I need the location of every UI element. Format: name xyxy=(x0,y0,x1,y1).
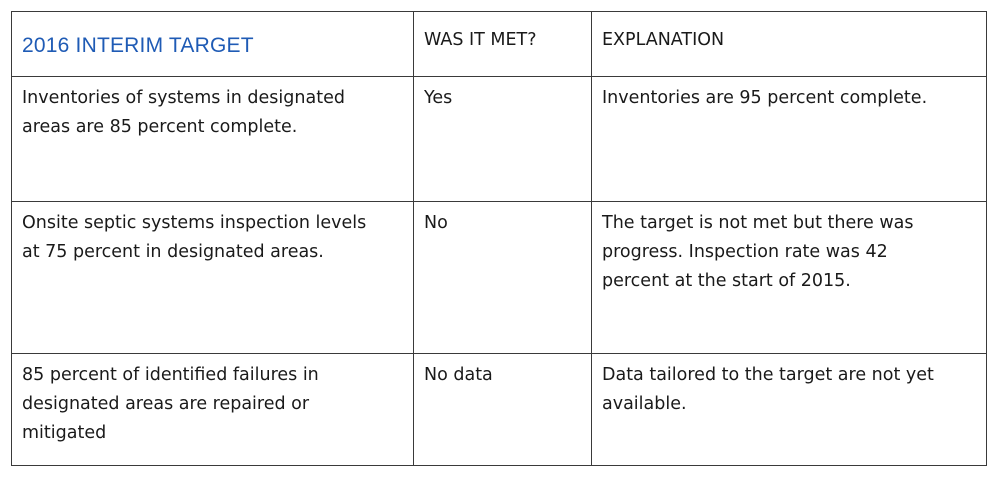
explanation-text-line: The target is not met but there was xyxy=(602,213,914,233)
target-text-line: designated areas are repaired or xyxy=(22,394,310,414)
explanation-text-line: progress. Inspection rate was 42 xyxy=(602,242,888,262)
table-header-row: 2016 INTERIM TARGET WAS IT MET? EXPLANAT… xyxy=(11,11,987,77)
target-text-line: mitigated xyxy=(22,423,107,443)
explanation-text-line: percent at the start of 2015. xyxy=(602,271,851,291)
table-row: Onsite septic systems inspection levels … xyxy=(11,201,987,354)
target-cell: Onsite septic systems inspection levels … xyxy=(11,201,414,354)
header-cell-explanation: EXPLANATION xyxy=(591,11,987,77)
target-text-line: Onsite septic systems inspection levels xyxy=(22,213,367,233)
header-cell-target: 2016 INTERIM TARGET xyxy=(11,11,414,77)
met-cell: No xyxy=(413,201,592,354)
met-cell: Yes xyxy=(413,76,592,202)
explanation-cell: The target is not met but there was prog… xyxy=(591,201,987,354)
explanation-text-line: Data tailored to the target are not yet xyxy=(602,365,934,385)
met-value: No data xyxy=(424,365,493,385)
table-row: 85 percent of identified failures in des… xyxy=(11,353,987,466)
explanation-text-line: Inventories are 95 percent complete. xyxy=(602,88,928,108)
interim-targets-table: 2016 INTERIM TARGET WAS IT MET? EXPLANAT… xyxy=(11,11,987,466)
target-text-line: at 75 percent in designated areas. xyxy=(22,242,324,262)
target-cell: Inventories of systems in designated are… xyxy=(11,76,414,202)
target-text-line: 85 percent of identified failures in xyxy=(22,365,319,385)
header-explanation-label: EXPLANATION xyxy=(602,30,725,50)
target-text-line: areas are 85 percent complete. xyxy=(22,117,298,137)
target-cell: 85 percent of identified failures in des… xyxy=(11,353,414,466)
target-text-line: Inventories of systems in designated xyxy=(22,88,345,108)
met-value: Yes xyxy=(424,88,453,108)
header-target-label: 2016 INTERIM TARGET xyxy=(22,34,254,57)
explanation-cell: Data tailored to the target are not yet … xyxy=(591,353,987,466)
table-row: Inventories of systems in designated are… xyxy=(11,76,987,202)
met-value: No xyxy=(424,213,448,233)
explanation-text-line: available. xyxy=(602,394,687,414)
header-cell-met: WAS IT MET? xyxy=(413,11,592,77)
met-cell: No data xyxy=(413,353,592,466)
header-met-label: WAS IT MET? xyxy=(424,30,537,50)
explanation-cell: Inventories are 95 percent complete. xyxy=(591,76,987,202)
